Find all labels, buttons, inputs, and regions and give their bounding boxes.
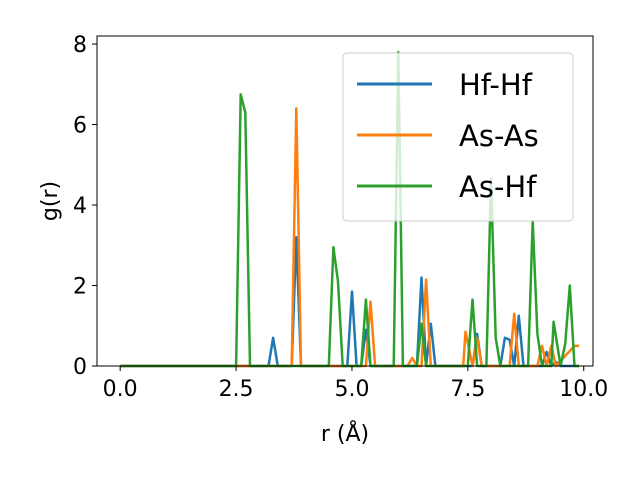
legend-label-as-hf: As-Hf — [459, 170, 537, 204]
y-tick-label: 4 — [73, 194, 87, 219]
y-tick-label: 8 — [73, 33, 87, 58]
legend-label-hf-hf: Hf-Hf — [459, 68, 533, 102]
plot-frame — [96, 35, 594, 367]
y-axis-label: g(r) — [38, 181, 63, 221]
x-tick-label: 10.0 — [559, 377, 608, 402]
x-axis: 0.0 2.5 5.0 7.5 10.0 — [103, 366, 608, 402]
x-axis-label: r (Å) — [321, 420, 369, 447]
x-tick-label: 5.0 — [334, 377, 369, 402]
legend: Hf-Hf As-As As-Hf — [342, 52, 574, 222]
x-tick-label: 2.5 — [219, 377, 254, 402]
y-tick-label: 2 — [73, 275, 87, 300]
y-tick-label: 6 — [73, 114, 87, 139]
legend-label-as-as: As-As — [459, 119, 539, 153]
y-axis: 0 2 4 6 8 — [73, 33, 97, 380]
x-tick-label: 0.0 — [103, 377, 138, 402]
x-tick-label: 7.5 — [450, 377, 485, 402]
y-tick-label: 0 — [73, 355, 87, 380]
legend-box — [342, 52, 574, 222]
